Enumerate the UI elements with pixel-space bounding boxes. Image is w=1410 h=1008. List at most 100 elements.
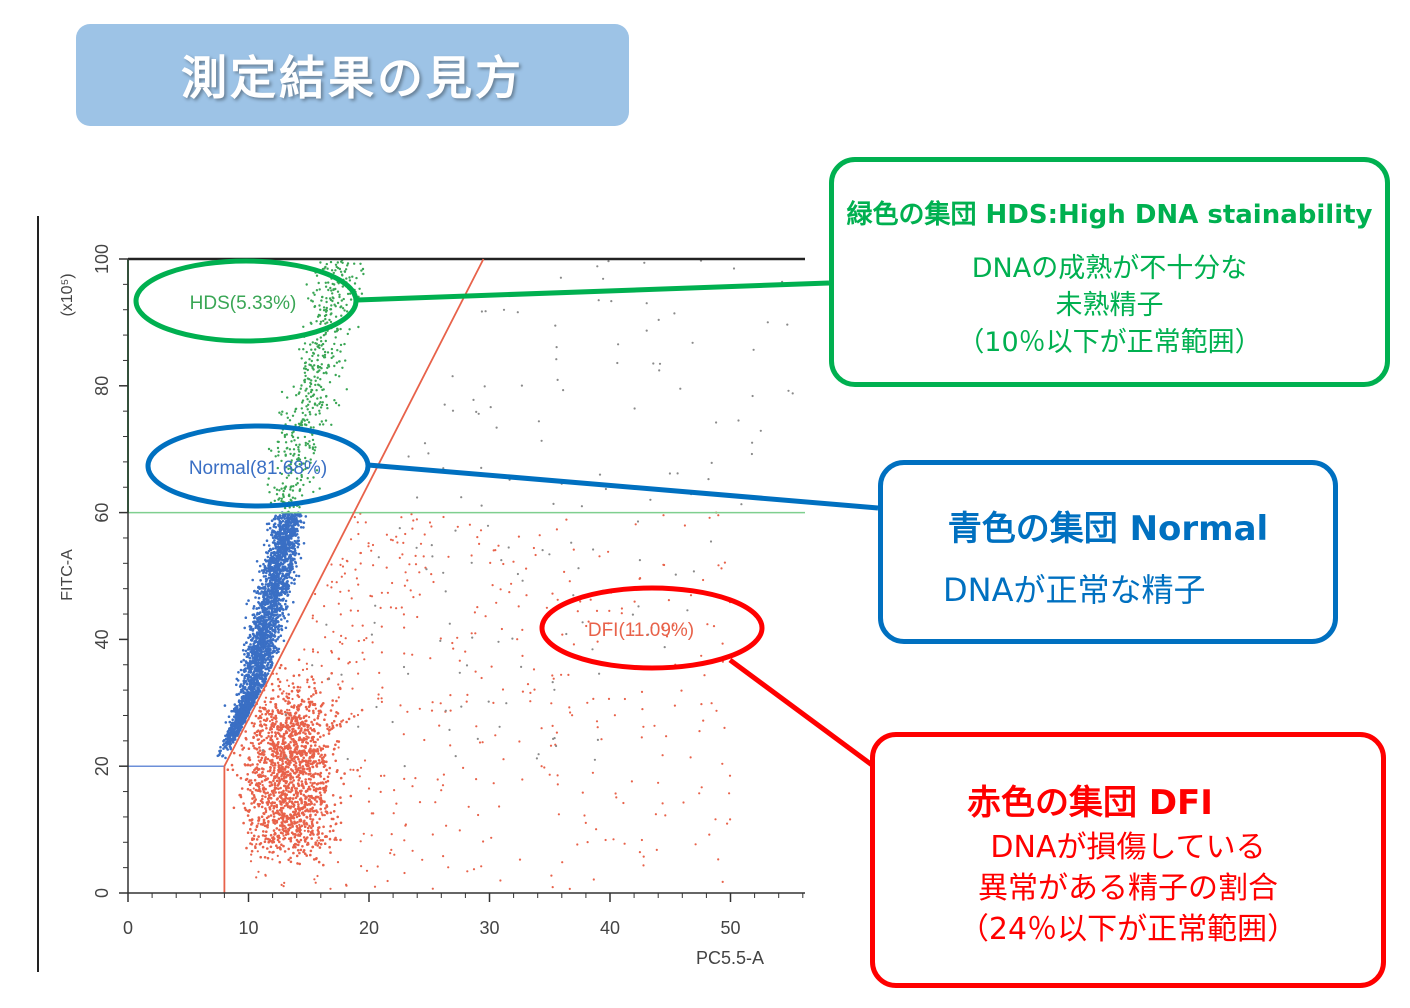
data-point [290, 581, 293, 585]
data-point [266, 856, 270, 860]
data-point [294, 813, 298, 816]
data-point [456, 525, 459, 528]
data-point [434, 801, 437, 804]
data-point [245, 846, 248, 850]
data-point [271, 771, 274, 775]
data-point [516, 638, 519, 641]
data-point [309, 381, 312, 385]
data-point [316, 364, 320, 368]
data-point [280, 431, 284, 434]
data-point [242, 682, 246, 685]
data-point [277, 524, 281, 528]
data-point [480, 865, 483, 868]
data-point [349, 794, 353, 798]
data-point [322, 825, 325, 829]
data-point [289, 531, 292, 535]
data-point [337, 404, 341, 407]
data-point [294, 552, 298, 555]
data-point [285, 447, 288, 450]
data-point [242, 669, 245, 672]
data-point [439, 702, 442, 705]
data-point [288, 729, 291, 732]
data-point [337, 602, 340, 605]
data-point [307, 403, 310, 406]
data-point [517, 535, 521, 538]
data-point [325, 262, 328, 266]
data-point [309, 833, 312, 837]
data-point [313, 729, 316, 733]
data-point [300, 420, 303, 423]
data-point [328, 830, 332, 833]
data-point [272, 750, 276, 753]
data-point [292, 810, 295, 814]
data-point [264, 667, 268, 671]
data-point [272, 850, 275, 854]
data-point [475, 778, 478, 781]
data-point [282, 776, 286, 780]
data-point [300, 494, 304, 497]
data-point [306, 723, 309, 727]
data-point [274, 733, 278, 736]
data-point [309, 413, 312, 416]
data-point [261, 739, 264, 743]
data-point [285, 744, 289, 748]
data-point [315, 389, 318, 392]
data-point [344, 268, 348, 271]
data-point [253, 731, 257, 735]
data-point [328, 845, 331, 849]
data-point [272, 716, 276, 720]
data-point [655, 848, 658, 852]
data-point [285, 466, 288, 469]
data-point [294, 740, 298, 744]
data-point [290, 434, 294, 437]
data-point [304, 515, 308, 518]
data-point [253, 589, 256, 593]
data-point [311, 433, 314, 436]
data-point [274, 639, 278, 643]
data-point [321, 401, 324, 404]
data-point [264, 641, 268, 644]
data-point [269, 845, 273, 849]
data-point [329, 308, 333, 311]
data-point [360, 269, 363, 272]
data-point [346, 332, 349, 336]
data-point [287, 823, 291, 827]
data-point [278, 746, 281, 749]
data-point [308, 756, 311, 760]
data-point [278, 489, 281, 492]
data-point [296, 542, 300, 545]
data-point [284, 779, 287, 783]
data-point [343, 572, 346, 575]
data-point [343, 309, 346, 312]
data-point [261, 784, 264, 787]
data-point [268, 565, 272, 568]
data-point [379, 774, 383, 778]
title-banner: 測定結果の見方 [76, 24, 629, 126]
data-point [312, 426, 315, 429]
data-point [474, 670, 477, 673]
data-point [261, 684, 265, 688]
data-point [525, 567, 528, 570]
data-point [283, 850, 287, 853]
data-point [298, 771, 302, 774]
data-point [281, 806, 284, 810]
data-point [247, 747, 251, 750]
data-point [700, 786, 703, 789]
data-point [318, 412, 321, 415]
data-point [308, 440, 311, 443]
data-point [278, 603, 281, 606]
data-point [264, 616, 267, 619]
data-point [702, 719, 705, 722]
data-point [291, 727, 294, 731]
data-point [276, 466, 279, 470]
data-point [288, 744, 291, 748]
data-point [423, 533, 426, 536]
data-point [285, 433, 288, 436]
data-point [494, 734, 497, 737]
data-point [271, 753, 275, 756]
data-point [296, 436, 300, 439]
data-point [308, 363, 311, 366]
data-point [254, 626, 257, 629]
data-point [556, 774, 559, 777]
data-point [283, 804, 286, 808]
